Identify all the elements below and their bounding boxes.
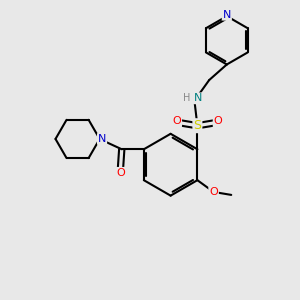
- Text: O: O: [172, 116, 181, 126]
- Text: O: O: [214, 116, 222, 126]
- Text: O: O: [209, 187, 218, 197]
- Text: O: O: [116, 168, 125, 178]
- Text: N: N: [194, 93, 202, 103]
- Text: N: N: [223, 10, 231, 20]
- Text: H: H: [183, 93, 191, 103]
- Text: S: S: [194, 119, 201, 132]
- Text: N: N: [98, 134, 106, 144]
